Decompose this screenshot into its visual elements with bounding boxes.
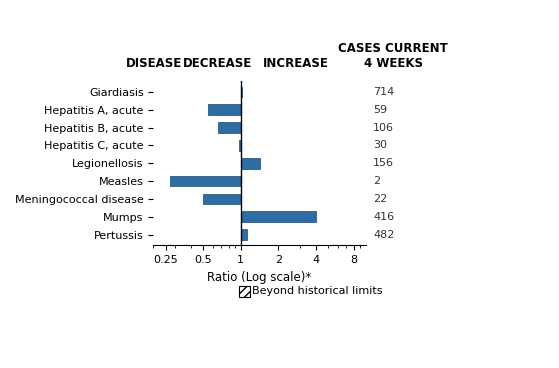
Text: 30: 30: [373, 141, 387, 151]
Text: 156: 156: [373, 158, 394, 168]
Text: 416: 416: [373, 212, 395, 222]
Text: DISEASE: DISEASE: [126, 57, 182, 70]
Bar: [239, 140, 241, 151]
Text: 59: 59: [373, 105, 387, 115]
Text: DECREASE: DECREASE: [183, 57, 252, 70]
Bar: [170, 176, 241, 187]
Bar: [241, 158, 260, 169]
Text: 22: 22: [373, 194, 387, 204]
Text: CASES CURRENT
4 WEEKS: CASES CURRENT 4 WEEKS: [338, 42, 448, 70]
Bar: [241, 229, 247, 240]
Bar: [203, 194, 241, 204]
Bar: [209, 105, 241, 115]
Text: 714: 714: [373, 87, 395, 97]
Text: Beyond historical limits: Beyond historical limits: [252, 286, 383, 296]
Text: INCREASE: INCREASE: [263, 57, 329, 70]
Bar: [241, 86, 242, 97]
Text: 482: 482: [373, 230, 395, 240]
X-axis label: Ratio (Log scale)*: Ratio (Log scale)*: [207, 270, 312, 284]
Text: 2: 2: [373, 176, 381, 186]
FancyBboxPatch shape: [239, 286, 250, 297]
Text: 106: 106: [373, 123, 394, 132]
Bar: [218, 122, 241, 133]
Bar: [241, 212, 316, 222]
